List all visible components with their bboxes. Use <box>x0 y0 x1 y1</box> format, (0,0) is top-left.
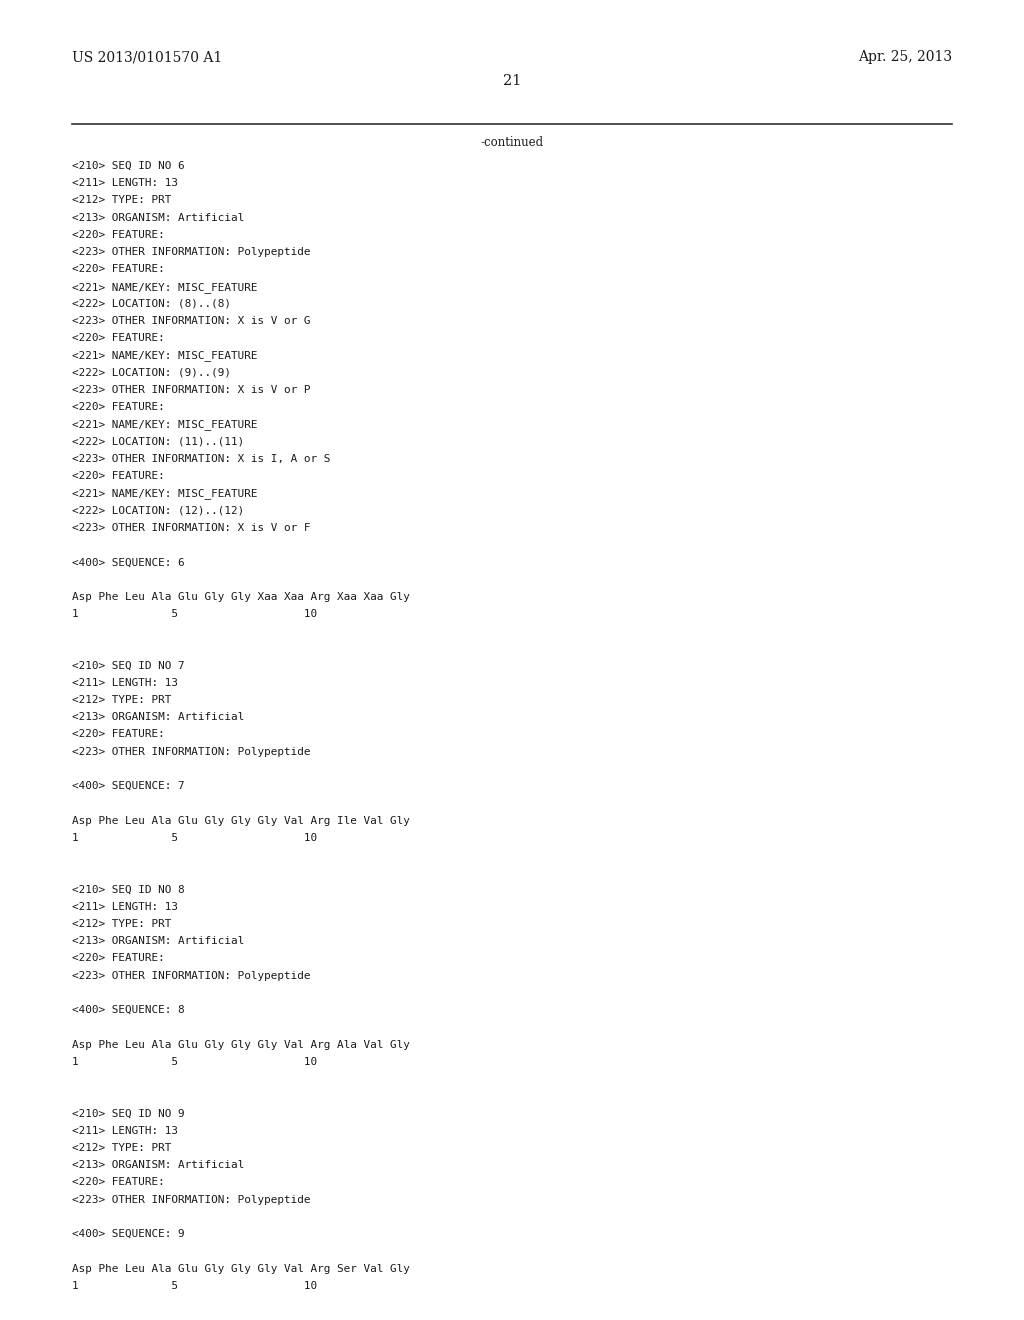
Text: <213> ORGANISM: Artificial: <213> ORGANISM: Artificial <box>72 213 244 223</box>
Text: <222> LOCATION: (9)..(9): <222> LOCATION: (9)..(9) <box>72 368 230 378</box>
Text: <400> SEQUENCE: 9: <400> SEQUENCE: 9 <box>72 1229 184 1239</box>
Text: <223> OTHER INFORMATION: Polypeptide: <223> OTHER INFORMATION: Polypeptide <box>72 747 310 756</box>
Text: <221> NAME/KEY: MISC_FEATURE: <221> NAME/KEY: MISC_FEATURE <box>72 488 257 499</box>
Text: <210> SEQ ID NO 7: <210> SEQ ID NO 7 <box>72 660 184 671</box>
Text: <211> LENGTH: 13: <211> LENGTH: 13 <box>72 678 178 688</box>
Text: Asp Phe Leu Ala Glu Gly Gly Gly Val Arg Ala Val Gly: Asp Phe Leu Ala Glu Gly Gly Gly Val Arg … <box>72 1040 410 1049</box>
Text: <220> FEATURE:: <220> FEATURE: <box>72 471 165 480</box>
Text: <212> TYPE: PRT: <212> TYPE: PRT <box>72 919 171 929</box>
Text: <220> FEATURE:: <220> FEATURE: <box>72 730 165 739</box>
Text: <223> OTHER INFORMATION: X is V or F: <223> OTHER INFORMATION: X is V or F <box>72 523 310 533</box>
Text: <220> FEATURE:: <220> FEATURE: <box>72 403 165 412</box>
Text: <210> SEQ ID NO 8: <210> SEQ ID NO 8 <box>72 884 184 895</box>
Text: <223> OTHER INFORMATION: Polypeptide: <223> OTHER INFORMATION: Polypeptide <box>72 970 310 981</box>
Text: <221> NAME/KEY: MISC_FEATURE: <221> NAME/KEY: MISC_FEATURE <box>72 281 257 293</box>
Text: <210> SEQ ID NO 9: <210> SEQ ID NO 9 <box>72 1109 184 1118</box>
Text: Apr. 25, 2013: Apr. 25, 2013 <box>858 50 952 65</box>
Text: Asp Phe Leu Ala Glu Gly Gly Xaa Xaa Arg Xaa Xaa Gly: Asp Phe Leu Ala Glu Gly Gly Xaa Xaa Arg … <box>72 591 410 602</box>
Text: <223> OTHER INFORMATION: X is I, A or S: <223> OTHER INFORMATION: X is I, A or S <box>72 454 330 463</box>
Text: <223> OTHER INFORMATION: X is V or G: <223> OTHER INFORMATION: X is V or G <box>72 315 310 326</box>
Text: <400> SEQUENCE: 8: <400> SEQUENCE: 8 <box>72 1005 184 1015</box>
Text: <221> NAME/KEY: MISC_FEATURE: <221> NAME/KEY: MISC_FEATURE <box>72 420 257 430</box>
Text: <220> FEATURE:: <220> FEATURE: <box>72 334 165 343</box>
Text: <220> FEATURE:: <220> FEATURE: <box>72 1177 165 1188</box>
Text: <223> OTHER INFORMATION: Polypeptide: <223> OTHER INFORMATION: Polypeptide <box>72 1195 310 1205</box>
Text: <220> FEATURE:: <220> FEATURE: <box>72 264 165 275</box>
Text: <211> LENGTH: 13: <211> LENGTH: 13 <box>72 902 178 912</box>
Text: Asp Phe Leu Ala Glu Gly Gly Gly Val Arg Ile Val Gly: Asp Phe Leu Ala Glu Gly Gly Gly Val Arg … <box>72 816 410 825</box>
Text: <213> ORGANISM: Artificial: <213> ORGANISM: Artificial <box>72 713 244 722</box>
Text: <223> OTHER INFORMATION: X is V or P: <223> OTHER INFORMATION: X is V or P <box>72 385 310 395</box>
Text: <212> TYPE: PRT: <212> TYPE: PRT <box>72 195 171 206</box>
Text: <212> TYPE: PRT: <212> TYPE: PRT <box>72 696 171 705</box>
Text: <211> LENGTH: 13: <211> LENGTH: 13 <box>72 178 178 189</box>
Text: <400> SEQUENCE: 7: <400> SEQUENCE: 7 <box>72 781 184 791</box>
Text: <222> LOCATION: (8)..(8): <222> LOCATION: (8)..(8) <box>72 298 230 309</box>
Text: 1              5                   10: 1 5 10 <box>72 609 316 619</box>
Text: 1              5                   10: 1 5 10 <box>72 833 316 843</box>
Text: 1              5                   10: 1 5 10 <box>72 1057 316 1067</box>
Text: <220> FEATURE:: <220> FEATURE: <box>72 230 165 240</box>
Text: 1              5                   10: 1 5 10 <box>72 1280 316 1291</box>
Text: <211> LENGTH: 13: <211> LENGTH: 13 <box>72 1126 178 1135</box>
Text: <212> TYPE: PRT: <212> TYPE: PRT <box>72 1143 171 1152</box>
Text: 21: 21 <box>503 74 521 88</box>
Text: <222> LOCATION: (12)..(12): <222> LOCATION: (12)..(12) <box>72 506 244 516</box>
Text: -continued: -continued <box>480 136 544 149</box>
Text: US 2013/0101570 A1: US 2013/0101570 A1 <box>72 50 222 65</box>
Text: <213> ORGANISM: Artificial: <213> ORGANISM: Artificial <box>72 936 244 946</box>
Text: <223> OTHER INFORMATION: Polypeptide: <223> OTHER INFORMATION: Polypeptide <box>72 247 310 257</box>
Text: <222> LOCATION: (11)..(11): <222> LOCATION: (11)..(11) <box>72 437 244 446</box>
Text: Asp Phe Leu Ala Glu Gly Gly Gly Val Arg Ser Val Gly: Asp Phe Leu Ala Glu Gly Gly Gly Val Arg … <box>72 1263 410 1274</box>
Text: <220> FEATURE:: <220> FEATURE: <box>72 953 165 964</box>
Text: <210> SEQ ID NO 6: <210> SEQ ID NO 6 <box>72 161 184 172</box>
Text: <400> SEQUENCE: 6: <400> SEQUENCE: 6 <box>72 557 184 568</box>
Text: <213> ORGANISM: Artificial: <213> ORGANISM: Artificial <box>72 1160 244 1170</box>
Text: <221> NAME/KEY: MISC_FEATURE: <221> NAME/KEY: MISC_FEATURE <box>72 351 257 362</box>
